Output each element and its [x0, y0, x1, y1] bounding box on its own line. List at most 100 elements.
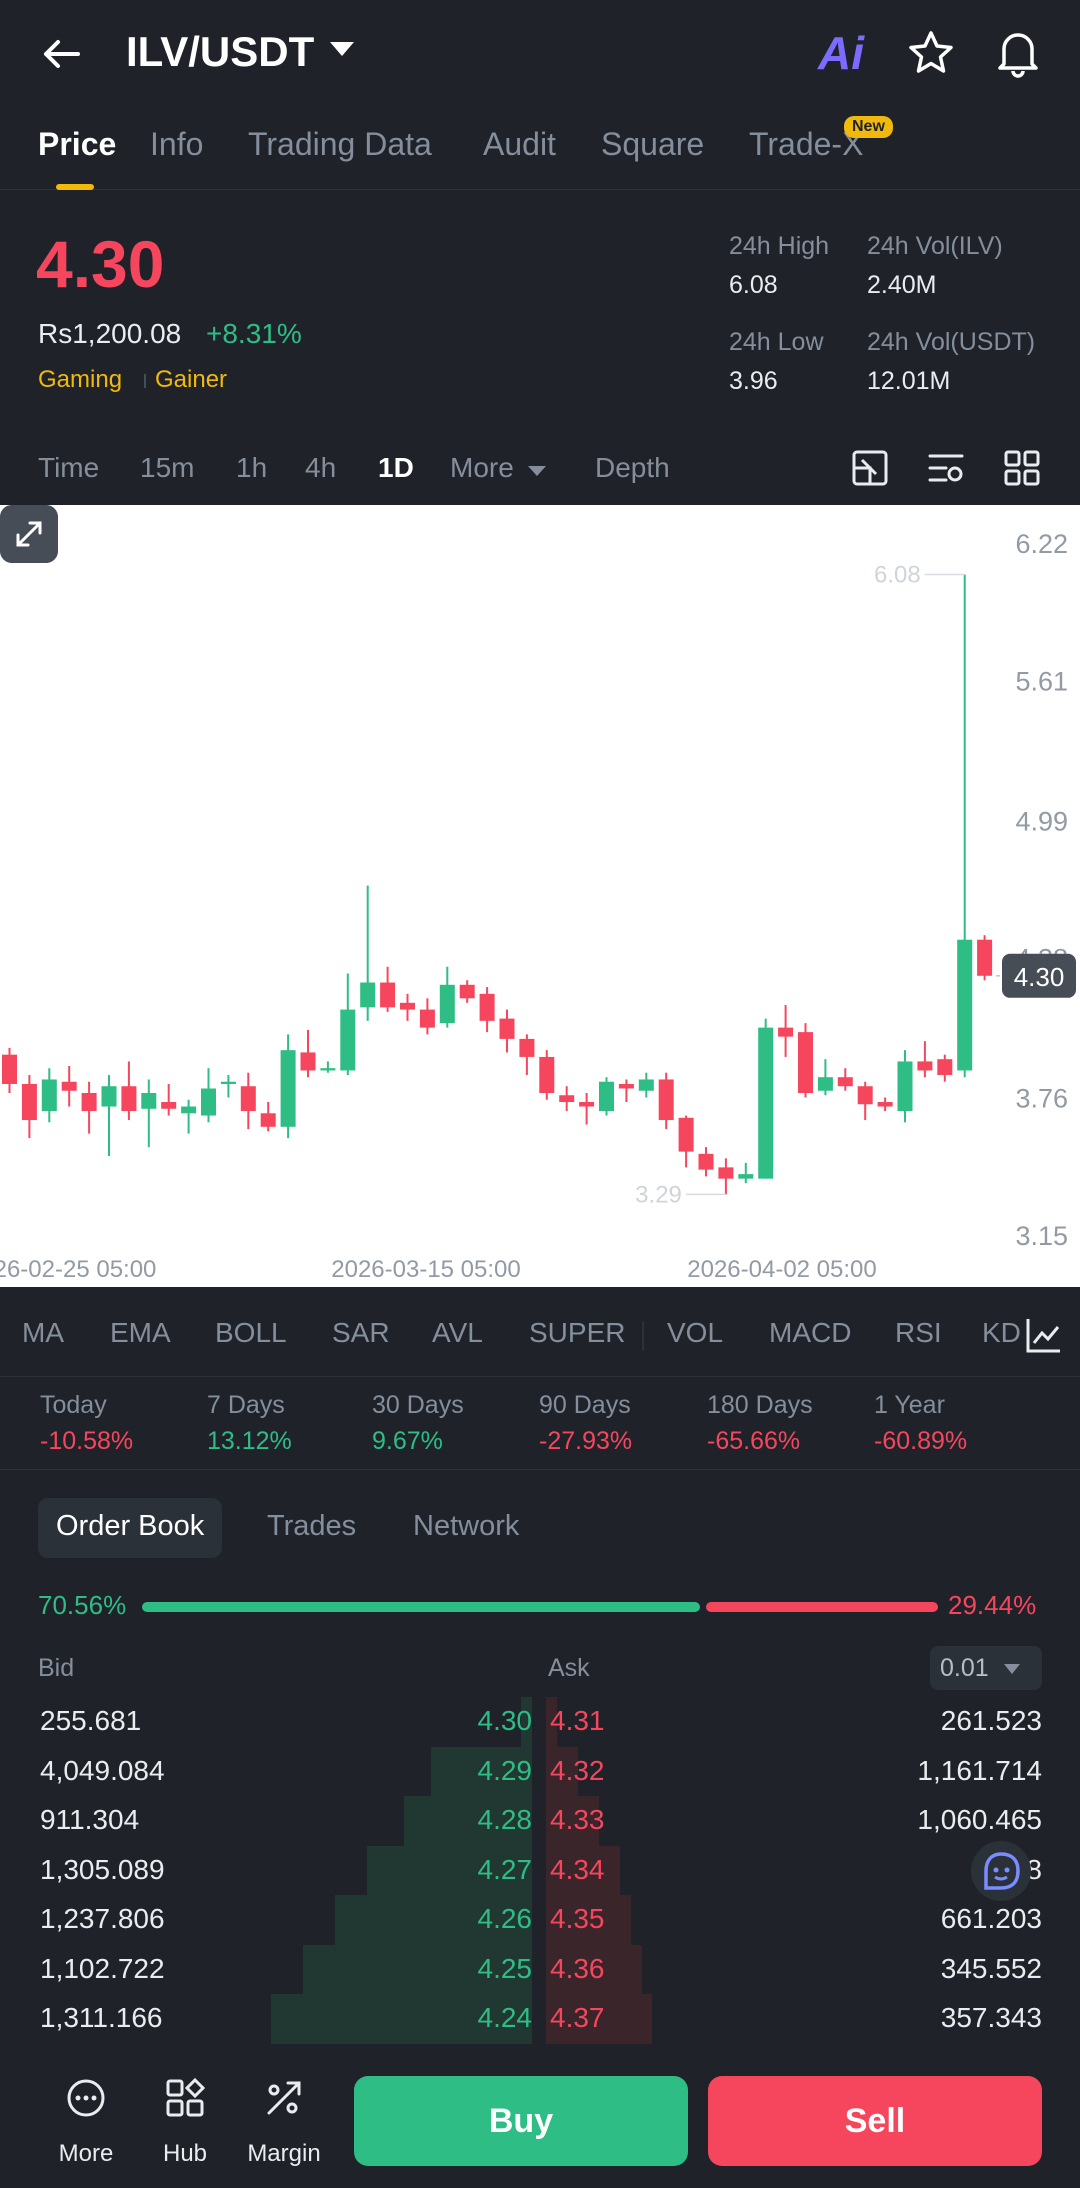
candle-down	[21, 1083, 37, 1121]
orderbook-row[interactable]: 1,237.806 4.26 4.35 661.203	[0, 1895, 1080, 1945]
candle-up	[738, 1174, 754, 1179]
perf-label: 30 Days	[372, 1391, 464, 1419]
indicator-ema[interactable]: EMA	[110, 1317, 171, 1348]
interval-1d[interactable]: 1D	[378, 452, 414, 483]
tab-audit[interactable]: Audit	[483, 126, 556, 162]
bid-ratio-bar	[142, 1602, 700, 1612]
candle-down	[499, 1018, 515, 1039]
bid-quantity: 1,311.166	[40, 2002, 163, 2033]
ask-price: 4.32	[550, 1754, 605, 1786]
tab-trading-data[interactable]: Trading Data	[248, 126, 432, 162]
buy-button[interactable]: Buy	[354, 2076, 688, 2166]
chart-settings-icon[interactable]	[850, 448, 890, 488]
perf-value: -65.66%	[707, 1427, 801, 1455]
orderbook-row[interactable]: 911.304 4.28 4.33 1,060.465	[0, 1796, 1080, 1846]
tab-order-book[interactable]: Order Book	[38, 1498, 223, 1558]
interval-time[interactable]: Time	[38, 452, 100, 483]
candle-down	[539, 1056, 555, 1093]
orderbook-row[interactable]: 1,102.722 4.25 4.36 345.552	[0, 1944, 1080, 1995]
candle-down	[161, 1102, 177, 1109]
orderbook-row[interactable]: 255.681 4.30 4.31 261.523	[0, 1697, 1080, 1747]
interval-1h[interactable]: 1h	[236, 452, 268, 483]
nav-hub[interactable]: Hub	[145, 2078, 225, 2168]
indicator-super[interactable]: SUPER	[529, 1317, 626, 1348]
tag-gaming[interactable]: Gaming	[38, 366, 123, 393]
nav-margin-label: Margin	[247, 2140, 321, 2167]
bid-ratio: 70.56%	[38, 1590, 127, 1620]
ask-price: 4.36	[550, 1952, 605, 1984]
candle-up	[817, 1077, 833, 1091]
nav-more[interactable]: More	[46, 2078, 126, 2168]
indicator-ma[interactable]: MA	[22, 1317, 64, 1348]
indicator-kd[interactable]: KD	[982, 1317, 1021, 1348]
bid-quantity: 255.681	[40, 1705, 142, 1736]
sell-button[interactable]: Sell	[708, 2076, 1042, 2166]
tab-trades[interactable]: Trades	[267, 1510, 357, 1542]
tab-price[interactable]: Price	[38, 126, 117, 162]
bid-price: 4.27	[477, 1853, 533, 1885]
indicator-macd[interactable]: MACD	[769, 1317, 852, 1348]
ask-depth-bar	[546, 1944, 642, 1995]
high-value: 6.08	[729, 271, 778, 299]
candle-down	[240, 1086, 256, 1112]
fiat-price: Rs1,200.08	[38, 318, 182, 349]
candle-down	[479, 993, 495, 1021]
candle-up	[758, 1027, 774, 1179]
bid-quantity: 1,237.806	[40, 1903, 165, 1934]
candle-up	[101, 1086, 117, 1107]
tag-gainer[interactable]: Gainer	[155, 366, 228, 393]
candle-up	[360, 982, 376, 1008]
favorite-star-icon[interactable]	[906, 28, 956, 78]
perf-value: -10.58%	[40, 1427, 134, 1455]
section-tabs: Price Info Trading Data Audit Square Tra…	[0, 110, 1080, 190]
indicator-avl[interactable]: AVL	[432, 1317, 483, 1348]
back-arrow-icon[interactable]	[38, 30, 86, 78]
indicator-boll[interactable]: BOLL	[215, 1317, 287, 1348]
perf-value: 9.67%	[372, 1427, 443, 1455]
candle-down	[977, 939, 993, 976]
indicator-vol[interactable]: VOL	[667, 1317, 724, 1348]
pair-dropdown-icon[interactable]	[330, 42, 354, 56]
tab-square[interactable]: Square	[601, 126, 705, 162]
indicator-sar[interactable]: SAR	[332, 1317, 390, 1348]
candle-down	[121, 1086, 137, 1112]
y-axis-tick-label: 3.15	[1015, 1221, 1068, 1251]
interval-depth[interactable]: Depth	[595, 452, 670, 483]
notification-bell-icon[interactable]	[992, 26, 1044, 78]
tab-network[interactable]: Network	[413, 1510, 520, 1542]
price-change: +8.31%	[206, 318, 302, 349]
candle-up	[599, 1081, 614, 1112]
y-axis-tick-label: 3.76	[1015, 1084, 1068, 1114]
layout-grid-icon[interactable]	[1002, 448, 1042, 488]
interval-more[interactable]: More	[450, 452, 514, 483]
current-price-tag	[1002, 953, 1076, 998]
indicator-rsi[interactable]: RSI	[895, 1317, 942, 1348]
ai-assistant-icon[interactable]: Ai	[818, 27, 864, 79]
nav-margin[interactable]: Margin	[244, 2078, 324, 2168]
indicator-settings-icon[interactable]	[926, 448, 966, 488]
candle-down	[459, 984, 475, 999]
candle-up	[41, 1079, 57, 1112]
orderbook-row[interactable]: 1,311.166 4.24 4.37 357.343	[0, 1994, 1080, 2044]
bid-header: Bid	[38, 1654, 75, 1682]
candle-up	[141, 1092, 157, 1109]
assistant-bot-icon[interactable]	[970, 1840, 1032, 1902]
interval-4h[interactable]: 4h	[305, 452, 337, 483]
expand-icon[interactable]	[0, 505, 58, 563]
new-badge: New	[844, 116, 893, 138]
ask-price: 4.31	[550, 1705, 605, 1736]
interval-15m[interactable]: 15m	[140, 452, 195, 483]
pair-title[interactable]: ILV/USDT	[126, 28, 315, 75]
tab-info[interactable]: Info	[150, 126, 204, 162]
vol-base-value: 2.40M	[867, 271, 937, 299]
precision-select[interactable]: 0.01	[930, 1646, 1042, 1690]
low-value: 3.96	[729, 367, 778, 395]
chart-indicator-icon[interactable]	[1024, 1315, 1064, 1355]
ask-quantity: 357.343	[940, 2002, 1042, 2033]
orderbook-tabs: Order Book Trades Network	[0, 1498, 1080, 1562]
orderbook-row[interactable]: 4,049.084 4.29 4.32 1,161.714	[0, 1746, 1080, 1797]
candle-down	[300, 1052, 316, 1071]
